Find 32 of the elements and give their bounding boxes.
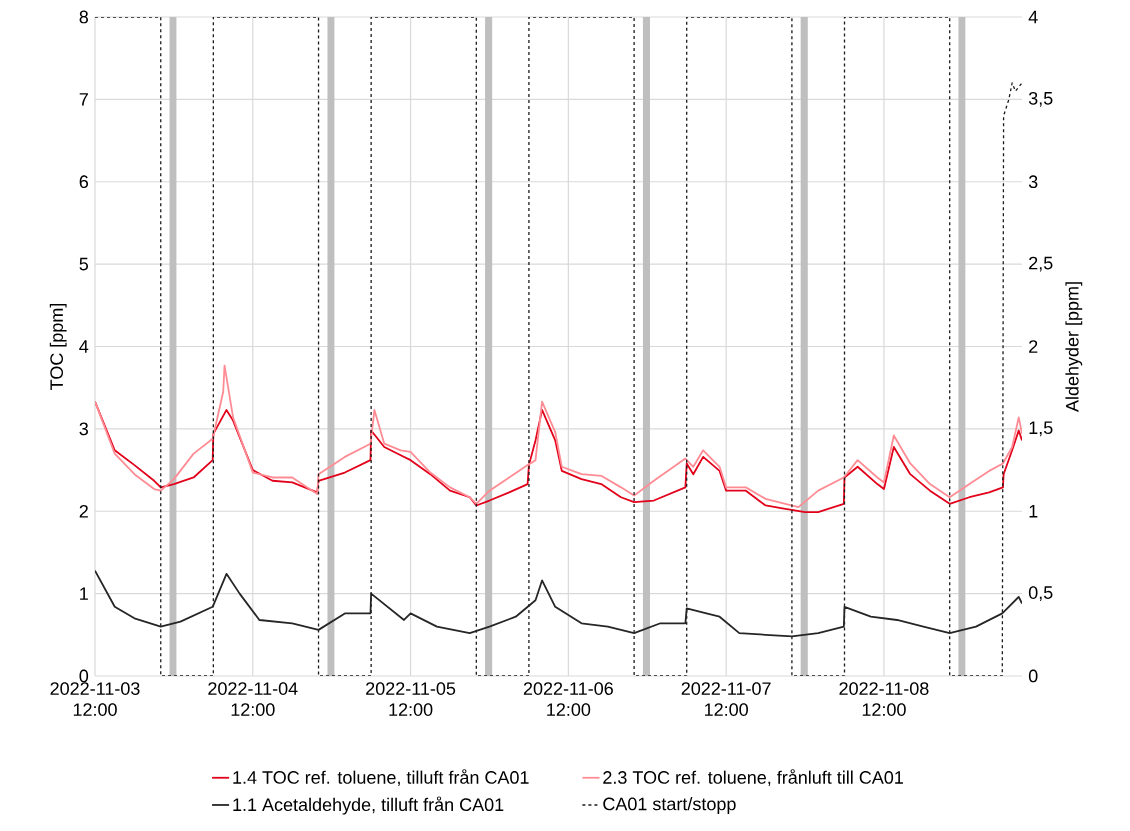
legend-label: 2.3 TOC ref. toluene, frånluft till CA01 (603, 769, 903, 786)
y2-tick-label: 1,5 (1029, 421, 1053, 437)
line-series (95, 364, 1023, 509)
x-tick-label: 2022-11-05 12:00 (366, 682, 456, 716)
y-tick-label: 6 (79, 175, 89, 189)
y2-axis-title: Aldehyder [ppm] (1065, 282, 1083, 412)
y2-tick-label: 0,5 (1028, 586, 1053, 602)
x-tick-label: 2022-11-04 12:00 (208, 682, 298, 716)
x-tick-label: 2022-11-06 12:00 (523, 682, 613, 716)
y-tick-label: 1 (80, 587, 88, 600)
line-series (95, 17, 1023, 676)
y2-tick-label: 2 (1029, 340, 1038, 353)
y-axis-title: TOC [ppm] (49, 303, 67, 390)
legend-label: CA01 start/stopp (603, 797, 736, 814)
y-tick-label: 2 (79, 504, 88, 518)
legend-label: 1.4 TOC ref. toluene, tilluft från CA01 (233, 769, 529, 786)
x-tick-label: 2022-11-08 12:00 (839, 682, 929, 716)
y-tick-label: 3 (79, 422, 89, 436)
y-tick-label: 8 (79, 10, 89, 24)
y-tick-label: 0 (79, 669, 89, 683)
y-tick-label: 4 (79, 340, 89, 353)
y-tick-label: 5 (79, 257, 89, 271)
y2-tick-label: 4 (1028, 10, 1038, 24)
x-tick-label: 2022-11-07 12:00 (681, 682, 771, 716)
y2-tick-label: 2,5 (1029, 256, 1053, 272)
y2-tick-label: 3 (1028, 175, 1038, 189)
y2-tick-label: 0 (1028, 669, 1038, 683)
y2-tick-label: 3,5 (1028, 91, 1053, 107)
y-tick-label: 7 (79, 93, 88, 106)
x-tick-label: 2022-11-03 12:00 (50, 682, 140, 716)
y2-tick-label: 1 (1029, 505, 1038, 518)
legend-label: 1.1 Acetaldehyde, tilluft från CA01 (233, 796, 504, 815)
